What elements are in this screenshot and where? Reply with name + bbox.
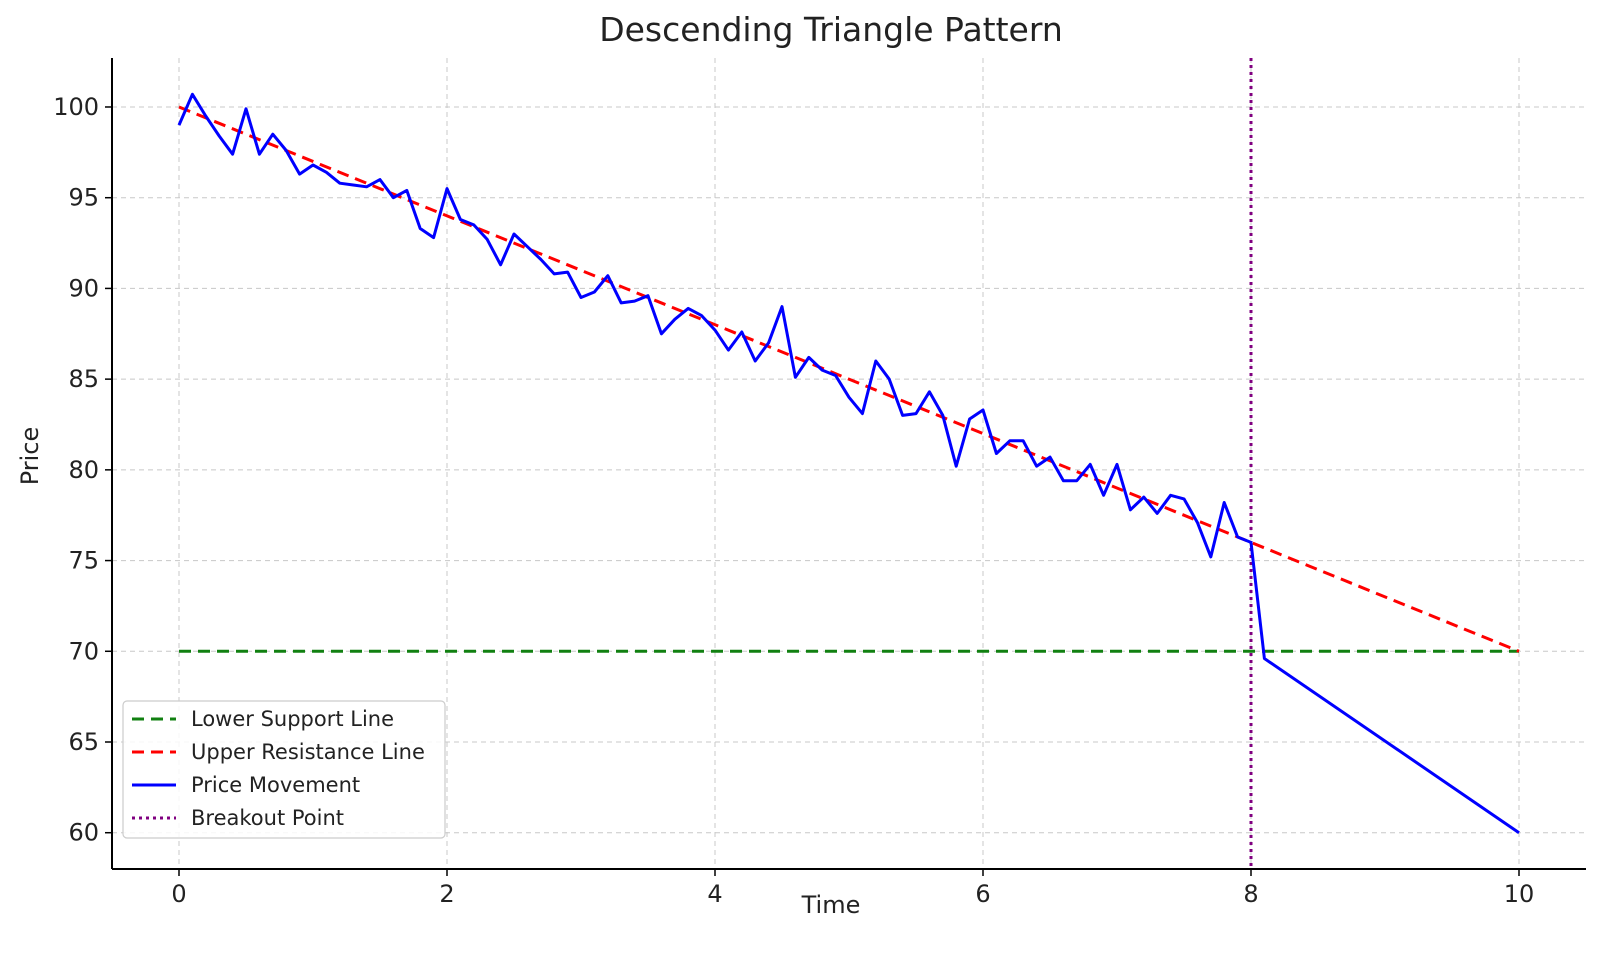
x-tick-label: 0 (171, 880, 186, 908)
y-tick-label: 60 (68, 819, 99, 847)
x-tick-label: 4 (707, 880, 722, 908)
x-tick-label: 6 (975, 880, 990, 908)
tick-labels: 0 2 4 6 8 10 60 65 70 75 80 85 90 95 100 (53, 93, 1534, 908)
y-tick-label: 85 (68, 365, 99, 393)
y-tick-label: 75 (68, 547, 99, 575)
y-tick-label: 65 (68, 728, 99, 756)
upper-resistance-line-series (178, 105, 1520, 653)
y-tick-label: 100 (53, 93, 99, 121)
legend-label: Breakout Point (191, 806, 344, 830)
chart-title: Descending Triangle Pattern (599, 10, 1063, 49)
legend-label: Price Movement (191, 773, 360, 797)
x-tick-label: 2 (439, 880, 454, 908)
x-axis-label: Time (801, 891, 861, 919)
legend-label: Lower Support Line (191, 707, 394, 731)
axes (105, 58, 1586, 876)
y-tick-label: 95 (68, 184, 99, 212)
y-tick-label: 80 (68, 456, 99, 484)
x-tick-label: 8 (1243, 880, 1258, 908)
y-tick-label: 90 (68, 274, 99, 302)
legend-box (122, 700, 446, 839)
y-axis-label: Price (16, 427, 44, 486)
legend-label: Upper Resistance Line (191, 740, 425, 764)
x-tick-label: 10 (1504, 880, 1535, 908)
price-movement-series (177, 92, 1520, 834)
series-lines (177, 58, 1520, 869)
y-tick-label: 70 (68, 637, 99, 665)
legend: Lower Support Line Upper Resistance Line P… (122, 700, 446, 839)
